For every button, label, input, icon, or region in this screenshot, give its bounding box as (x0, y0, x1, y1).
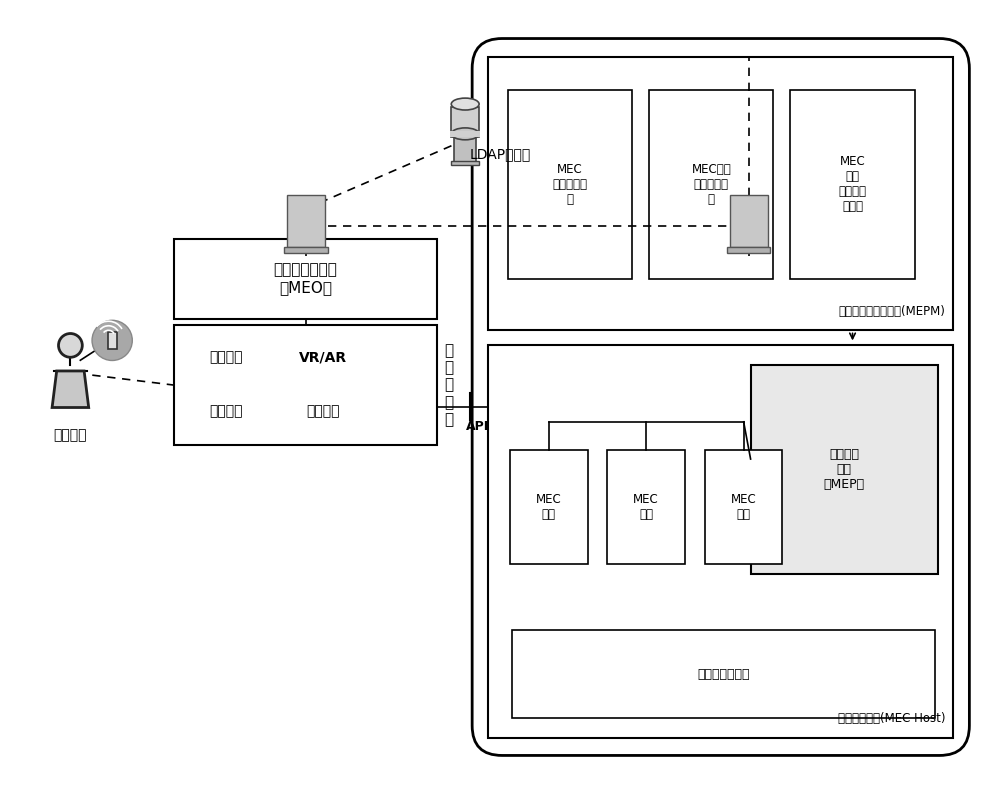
Text: MEC
平台元素管
理: MEC 平台元素管 理 (553, 163, 588, 206)
Bar (108, 332, 117, 348)
Circle shape (59, 333, 82, 357)
Bar (508, 90, 632, 279)
Text: MEC应用
生命周期管
理: MEC应用 生命周期管 理 (691, 163, 731, 206)
Bar (174, 325, 437, 445)
Text: 移动边缘编排器
（MEO）: 移动边缘编排器 （MEO） (274, 262, 338, 295)
Text: MEC
应用: MEC 应用 (536, 493, 562, 521)
Bar (790, 90, 915, 279)
Bar (454, 137, 476, 162)
Ellipse shape (451, 128, 479, 140)
Text: 移动边缘主机(MEC Host): 移动边缘主机(MEC Host) (838, 712, 946, 724)
Text: LDAP服务器: LDAP服务器 (469, 148, 531, 162)
Bar (451, 107, 479, 137)
Text: 第
三
方
应
用: 第 三 方 应 用 (445, 343, 454, 427)
Bar (450, 131, 480, 137)
Text: 用户终端: 用户终端 (54, 427, 87, 442)
Text: 虚拟化基础设施: 虚拟化基础设施 (697, 668, 750, 680)
Ellipse shape (451, 98, 479, 110)
Bar (174, 239, 437, 318)
Bar (607, 450, 685, 564)
Bar (512, 630, 935, 717)
Text: 移动边缘
平台
（MEP）: 移动边缘 平台 （MEP） (824, 448, 865, 491)
Circle shape (92, 320, 132, 360)
Text: MEC
应用: MEC 应用 (633, 493, 659, 521)
Bar (284, 246, 328, 253)
Bar (705, 450, 782, 564)
Bar (751, 365, 938, 574)
Text: MEC
应用: MEC 应用 (731, 493, 757, 521)
Bar (488, 58, 953, 330)
Bar (488, 345, 953, 738)
Text: API: API (466, 419, 489, 433)
Bar (730, 195, 768, 246)
Polygon shape (52, 371, 89, 408)
FancyBboxPatch shape (472, 39, 969, 755)
Bar (451, 160, 479, 164)
Text: VR/AR: VR/AR (299, 351, 347, 365)
Text: 移动边缘平台管理器(MEPM): 移动边缘平台管理器(MEPM) (839, 305, 946, 318)
Text: 超清视频: 超清视频 (209, 351, 242, 365)
Bar (727, 246, 770, 253)
Text: MEC
应用
规则和需
求管理: MEC 应用 规则和需 求管理 (839, 156, 867, 213)
Bar (510, 450, 588, 564)
Text: 工业制造: 工业制造 (209, 404, 242, 418)
Bar (649, 90, 773, 279)
Bar (287, 195, 325, 246)
Text: 智慧城市: 智慧城市 (306, 404, 340, 418)
